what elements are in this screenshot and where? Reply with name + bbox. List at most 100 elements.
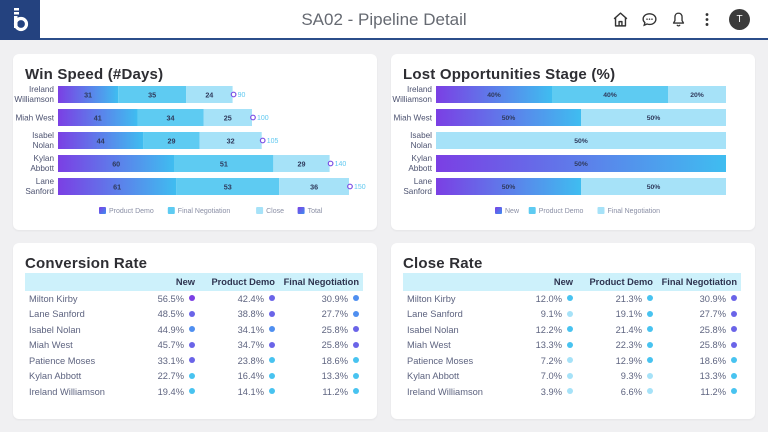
total-marker[interactable]	[327, 160, 334, 167]
cell-new: 33.1%	[133, 353, 199, 369]
bar-product-demo[interactable]	[58, 109, 138, 126]
legend-label[interactable]: New	[505, 208, 520, 215]
indicator-dot-icon	[731, 341, 737, 348]
cell-value: 14.1%	[237, 386, 264, 397]
cell-final-negotiation: 25.8%	[279, 322, 363, 338]
cell-value: 18.6%	[321, 355, 348, 366]
total-marker[interactable]	[250, 114, 256, 121]
bar-final-negotiation[interactable]	[176, 178, 280, 195]
bar-final-negotiation[interactable]	[174, 155, 274, 172]
cell-final-negotiation: 13.3%	[279, 369, 363, 385]
top-bar: SA02 - Pipeline Detail T	[0, 0, 768, 40]
legend-label[interactable]: Close	[266, 208, 284, 215]
cell-value: 34.7%	[237, 340, 264, 351]
category-label: Nolan	[33, 141, 55, 150]
row-name: Milton Kirby	[407, 293, 456, 304]
bar-new[interactable]	[436, 109, 581, 126]
cell-new: 44.9%	[133, 322, 199, 338]
indicator-dot-icon	[269, 295, 275, 302]
cell-product-demo: 12.9%	[577, 353, 657, 369]
cell-value: 27.7%	[699, 309, 726, 320]
indicator-dot-icon	[353, 372, 359, 379]
category-label: Sanford	[25, 187, 54, 196]
indicator-dot-icon	[269, 372, 275, 379]
legend-swatch	[528, 207, 536, 214]
bar-value-label: 29	[167, 136, 175, 145]
bar-value-label: 32	[227, 136, 235, 145]
row-name: Milton Kirby	[29, 293, 78, 304]
bar-final-negotiation[interactable]	[668, 86, 726, 103]
bar-product-demo[interactable]	[58, 132, 144, 149]
indicator-dot-icon	[269, 357, 275, 364]
row-name: Kylan Abbott	[407, 371, 460, 382]
cell-value: 18.6%	[699, 355, 726, 366]
bar-close[interactable]	[203, 109, 253, 126]
bar-close[interactable]	[199, 132, 262, 149]
bar-close[interactable]	[186, 86, 233, 103]
bar-final-negotiation[interactable]	[143, 132, 200, 149]
close-rate-table: New Product Demo Final Negotiation Milto…	[403, 273, 741, 400]
bar-product-demo[interactable]	[58, 178, 177, 195]
cell-value: 38.8%	[237, 309, 264, 320]
bar-value-label: 36	[310, 182, 318, 191]
bar-close[interactable]	[279, 178, 349, 195]
bar-product-demo[interactable]	[58, 86, 119, 103]
bar-final-negotiation[interactable]	[436, 132, 726, 149]
total-marker[interactable]	[230, 91, 237, 98]
cell-value: 12.0%	[535, 293, 562, 304]
cell-final-negotiation: 30.9%	[657, 291, 741, 307]
bar-final-negotiation[interactable]	[581, 178, 726, 195]
cell-product-demo: 6.6%	[577, 384, 657, 400]
total-label: 150	[354, 184, 366, 191]
bar-value-label: 24	[205, 90, 213, 99]
legend-swatch	[597, 207, 605, 214]
bar-value-label: 31	[84, 90, 92, 99]
cell-product-demo: 34.7%	[199, 338, 279, 354]
indicator-dot-icon	[353, 357, 359, 364]
chat-button[interactable]	[640, 8, 658, 30]
bar-final-negotiation[interactable]	[137, 109, 204, 126]
legend-label[interactable]: Product Demo	[539, 208, 584, 215]
total-marker[interactable]	[259, 137, 266, 144]
bar-new[interactable]	[436, 86, 552, 103]
cell-value: 25.8%	[699, 324, 726, 335]
total-marker[interactable]	[347, 183, 353, 190]
cell-product-demo: 38.8%	[199, 307, 279, 323]
cell-value: 3.9%	[540, 386, 562, 397]
legend-label[interactable]: Total	[308, 208, 323, 215]
total-label: 140	[335, 161, 347, 168]
bar-value-label: 50%	[502, 184, 516, 191]
category-label: Lane	[414, 177, 433, 186]
legend-label[interactable]: Final Negotiation	[178, 208, 231, 215]
more-vert-icon	[705, 12, 709, 26]
bar-new[interactable]	[436, 178, 581, 195]
home-button[interactable]	[611, 8, 629, 30]
indicator-dot-icon	[353, 326, 359, 333]
cell-value: 25.8%	[321, 324, 348, 335]
user-avatar[interactable]: T	[729, 8, 750, 30]
notifications-button[interactable]	[669, 8, 687, 30]
bar-new[interactable]	[436, 155, 726, 172]
indicator-dot-icon	[567, 372, 573, 379]
bar-product-demo[interactable]	[552, 86, 668, 103]
bar-final-negotiation[interactable]	[581, 109, 726, 126]
legend-label[interactable]: Product Demo	[109, 208, 154, 215]
cell-new: 7.0%	[511, 369, 577, 385]
cell-value: 45.7%	[157, 340, 184, 351]
category-label: Abbott	[408, 164, 432, 173]
table-row: Lane Sanford 9.1% 19.1% 27.7%	[403, 307, 741, 323]
bar-final-negotiation[interactable]	[118, 86, 187, 103]
app-logo[interactable]	[0, 0, 40, 40]
bar-value-label: 50%	[574, 161, 588, 168]
indicator-dot-icon	[269, 310, 275, 317]
category-label: Ireland	[29, 85, 54, 94]
table-row: Milton Kirby 12.0% 21.3% 30.9%	[403, 291, 741, 307]
bar-close[interactable]	[273, 155, 330, 172]
legend-swatch	[297, 207, 305, 214]
bar-product-demo[interactable]	[58, 155, 175, 172]
more-options-button[interactable]	[698, 8, 716, 30]
bar-value-label: 34	[167, 113, 175, 122]
indicator-dot-icon	[731, 357, 737, 364]
legend-label[interactable]: Final Negotiation	[608, 208, 661, 215]
page-title: SA02 - Pipeline Detail	[301, 10, 467, 29]
